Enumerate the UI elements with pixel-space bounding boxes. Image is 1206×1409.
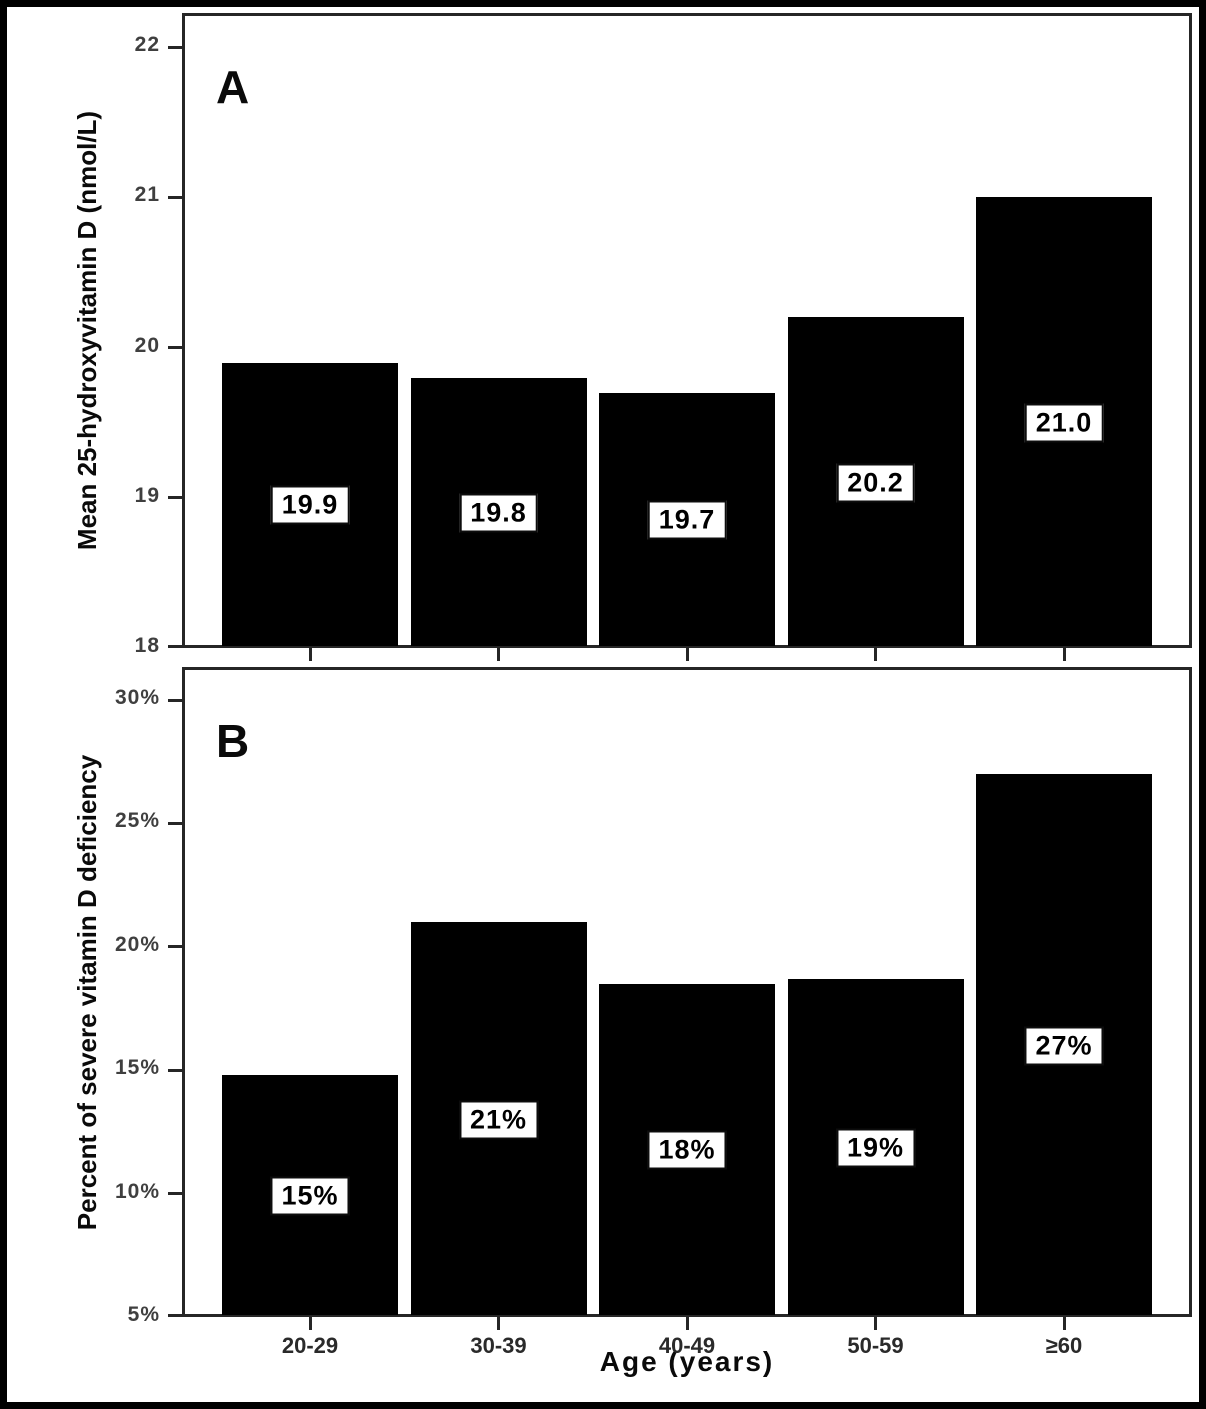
y-tick-mark [168,1314,182,1317]
y-tick-mark [168,698,182,702]
bar-value-label: 21.0 [1024,403,1104,443]
x-tick-mark [1062,648,1066,661]
y-tick-label: 15% [114,1056,160,1080]
x-tick-label: 20-29 [281,1333,339,1358]
x-tick-mark [497,648,500,661]
y-tick-label: 5% [127,1303,160,1326]
x-tick-label: 50-59 [847,1333,904,1358]
x-tick-mark [308,648,312,661]
x-tick-mark [685,648,689,661]
bar-value-label: 19.7 [647,500,727,540]
panel-b-letter: B [216,715,250,767]
y-tick-label: 10% [114,1179,160,1203]
bar-value-label: 19.8 [459,493,538,533]
y-tick-label: 22 [134,33,160,56]
x-axis-title: Age (years) [599,1346,775,1377]
y-tick-mark [168,496,182,500]
y-tick-label: 19 [134,483,160,507]
x-tick-label: 30-39 [470,1333,527,1358]
bar-value-label: 21% [458,1100,539,1140]
y-tick-label: 20% [114,932,160,956]
x-tick-mark [685,1317,689,1330]
x-tick-mark [874,648,877,661]
bar-value-label: 19% [835,1128,916,1168]
x-tick-mark [874,1317,877,1330]
bar-value-label: 27% [1024,1026,1104,1066]
y-tick-label: 25% [114,809,160,833]
panel-a-y-axis-title: Mean 25-hydroxyvitamin D (nmol/L) [28,13,148,648]
bar-value-label: 15% [270,1176,350,1216]
y-tick-label: 21 [134,183,160,207]
bar-value-label: 18% [647,1130,727,1170]
y-tick-mark [168,645,182,648]
bar-value-label: 19.9 [270,485,350,525]
y-tick-label: 20 [134,333,160,357]
x-tick-mark [1062,1317,1066,1330]
x-tick-label: ≥60 [1045,1333,1083,1358]
y-tick-label: 30% [114,686,160,709]
y-tick-mark [168,945,182,949]
panel-b-plot-frame [182,667,1192,1317]
y-tick-mark [168,195,182,199]
x-tick-label: 40-49 [658,1333,716,1358]
y-tick-mark [168,1192,182,1196]
y-tick-label: 18 [134,634,160,657]
y-tick-mark [168,1068,182,1072]
y-tick-mark [168,45,182,49]
panel-a-plot-frame [182,13,1192,648]
panel-a-letter: A [216,61,250,113]
y-tick-mark [168,821,182,825]
panel-b-y-axis-title: Percent of severe vitamin D deficiency [28,667,148,1317]
x-tick-mark [497,1317,500,1330]
y-tick-mark [168,346,182,349]
x-tick-mark [308,1317,312,1330]
bar-value-label: 20.2 [836,463,915,503]
